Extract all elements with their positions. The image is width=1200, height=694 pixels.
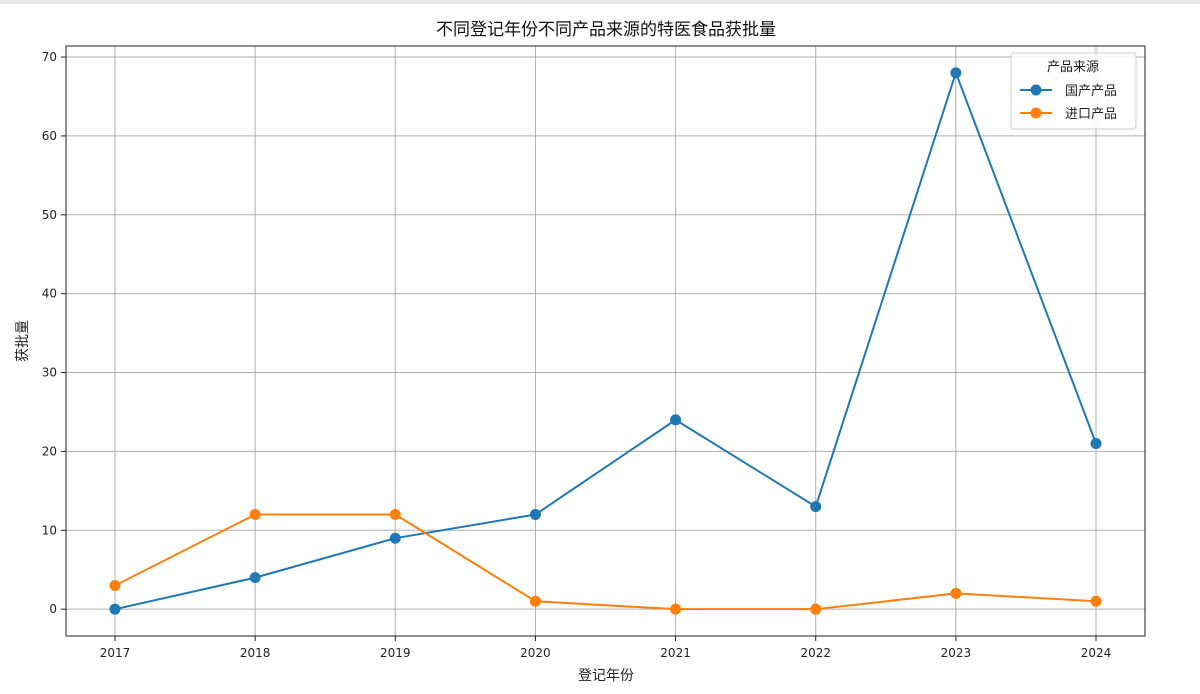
legend-title: 产品来源 — [1047, 60, 1099, 75]
y-tick-label: 40 — [42, 287, 57, 301]
y-tick-label: 70 — [42, 50, 57, 64]
data-point — [250, 509, 261, 520]
data-point — [530, 509, 541, 520]
legend-label: 国产产品 — [1065, 84, 1117, 99]
data-point — [110, 604, 121, 615]
chart-title: 不同登记年份不同产品来源的特医食品获批量 — [436, 20, 776, 40]
data-point — [950, 588, 961, 599]
x-tick-label: 2019 — [380, 646, 411, 660]
x-tick-label: 2024 — [1081, 646, 1112, 660]
x-tick-label: 2017 — [100, 646, 131, 660]
legend-marker — [1031, 108, 1042, 119]
x-tick-label: 2018 — [240, 646, 271, 660]
x-tick-label: 2023 — [941, 646, 972, 660]
data-point — [670, 604, 681, 615]
y-tick-label: 20 — [42, 444, 57, 458]
x-tick-label: 2021 — [660, 646, 691, 660]
x-axis-ticks: 2017 2018 2019 2020 2021 2022 2023 2024 — [100, 636, 1112, 660]
y-axis-ticks: 0 10 20 30 40 50 60 70 — [42, 50, 66, 616]
y-tick-label: 60 — [42, 129, 57, 143]
data-point — [810, 501, 821, 512]
y-tick-label: 30 — [42, 366, 57, 380]
data-point — [250, 572, 261, 583]
legend-marker — [1031, 85, 1042, 96]
data-point — [670, 414, 681, 425]
data-point — [390, 509, 401, 520]
data-point — [1091, 438, 1102, 449]
y-axis-label: 获批量 — [15, 320, 31, 362]
data-point — [1091, 596, 1102, 607]
data-point — [110, 580, 121, 591]
plot-area-background — [66, 46, 1145, 636]
data-point — [390, 533, 401, 544]
x-axis-label: 登记年份 — [578, 668, 634, 684]
data-point — [530, 596, 541, 607]
y-tick-label: 0 — [49, 602, 57, 616]
x-tick-label: 2020 — [520, 646, 551, 660]
y-tick-label: 10 — [42, 523, 57, 537]
y-tick-label: 50 — [42, 208, 57, 222]
x-tick-label: 2022 — [800, 646, 831, 660]
data-point — [810, 604, 821, 615]
data-point — [950, 67, 961, 78]
legend-label: 进口产品 — [1065, 107, 1117, 122]
